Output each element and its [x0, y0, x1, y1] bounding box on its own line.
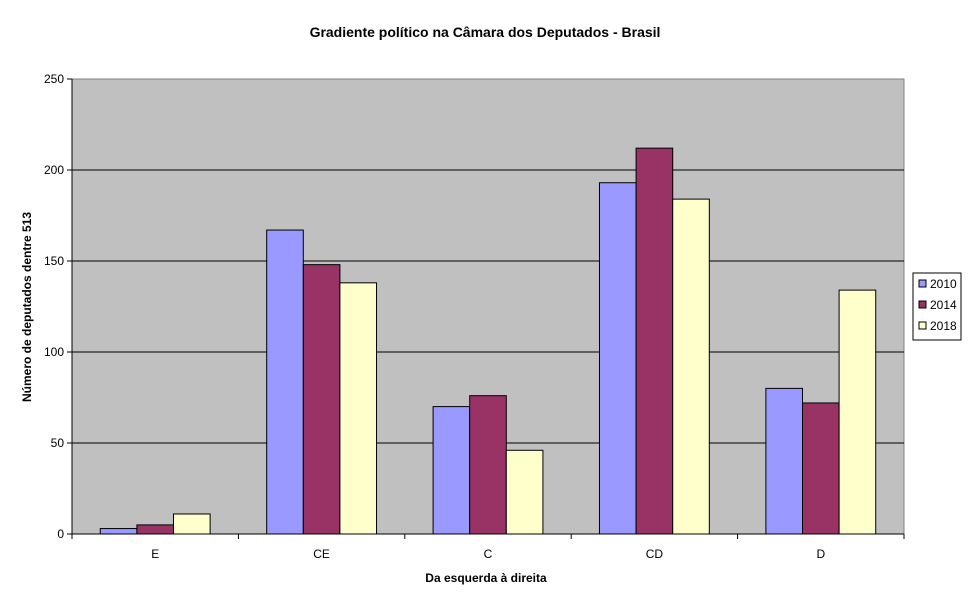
legend: 2010 2014 2018	[912, 272, 962, 341]
legend-swatch-2018	[918, 321, 927, 330]
bar-2014-E	[136, 524, 175, 535]
bar-2010-CD	[598, 182, 637, 535]
bar-2014-C	[469, 395, 507, 535]
y-tick-label: 50	[51, 436, 65, 450]
legend-swatch-2014	[918, 300, 927, 309]
y-axis: 0 50 100 150 200 250	[44, 72, 73, 541]
y-axis-label: Número de deputados dentre 513	[20, 212, 34, 402]
x-axis-label: Da esquerda à direita	[425, 571, 547, 585]
bar-2014-CE	[302, 264, 341, 535]
bar-2010-D	[765, 387, 803, 535]
bar-2018-E	[173, 513, 211, 535]
y-tick-label: 150	[44, 254, 64, 268]
bar-2018-C	[505, 449, 544, 535]
x-tick-label: D	[816, 547, 825, 561]
bar-2014-CD	[635, 147, 674, 535]
x-tick-label: E	[151, 547, 159, 561]
bar-2018-CD	[672, 198, 710, 535]
x-tick-label: CD	[646, 547, 664, 561]
y-tick-label: 250	[44, 72, 64, 86]
bar-2018-D	[838, 289, 877, 535]
y-tick-label: 100	[44, 345, 64, 359]
y-tick-label: 200	[44, 163, 64, 177]
legend-label-2018: 2018	[930, 319, 957, 333]
y-tick-label: 0	[57, 527, 64, 541]
x-tick-label: CE	[313, 547, 330, 561]
bar-2010-CE	[266, 229, 304, 535]
bar-2018-CE	[339, 282, 378, 535]
legend-label-2014: 2014	[930, 298, 957, 312]
x-axis: E CE C CD D	[71, 533, 905, 561]
bar-2010-E	[99, 528, 138, 535]
legend-swatch-2010	[918, 279, 927, 288]
bar-2010-C	[432, 406, 471, 535]
x-tick-label: C	[484, 547, 493, 561]
chart-title: Gradiente político na Câmara dos Deputad…	[310, 24, 661, 40]
legend-label-2010: 2010	[930, 277, 957, 291]
bar-2014-D	[801, 402, 840, 535]
